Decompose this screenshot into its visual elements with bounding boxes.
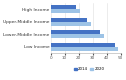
Bar — [51, 43, 115, 47]
Bar — [51, 34, 104, 38]
Bar — [51, 30, 100, 34]
Bar — [51, 22, 91, 26]
Legend: 2014, 2020: 2014, 2020 — [72, 65, 106, 73]
Bar — [51, 18, 87, 22]
Bar — [51, 47, 118, 51]
Bar — [51, 9, 80, 13]
Bar — [51, 5, 76, 9]
